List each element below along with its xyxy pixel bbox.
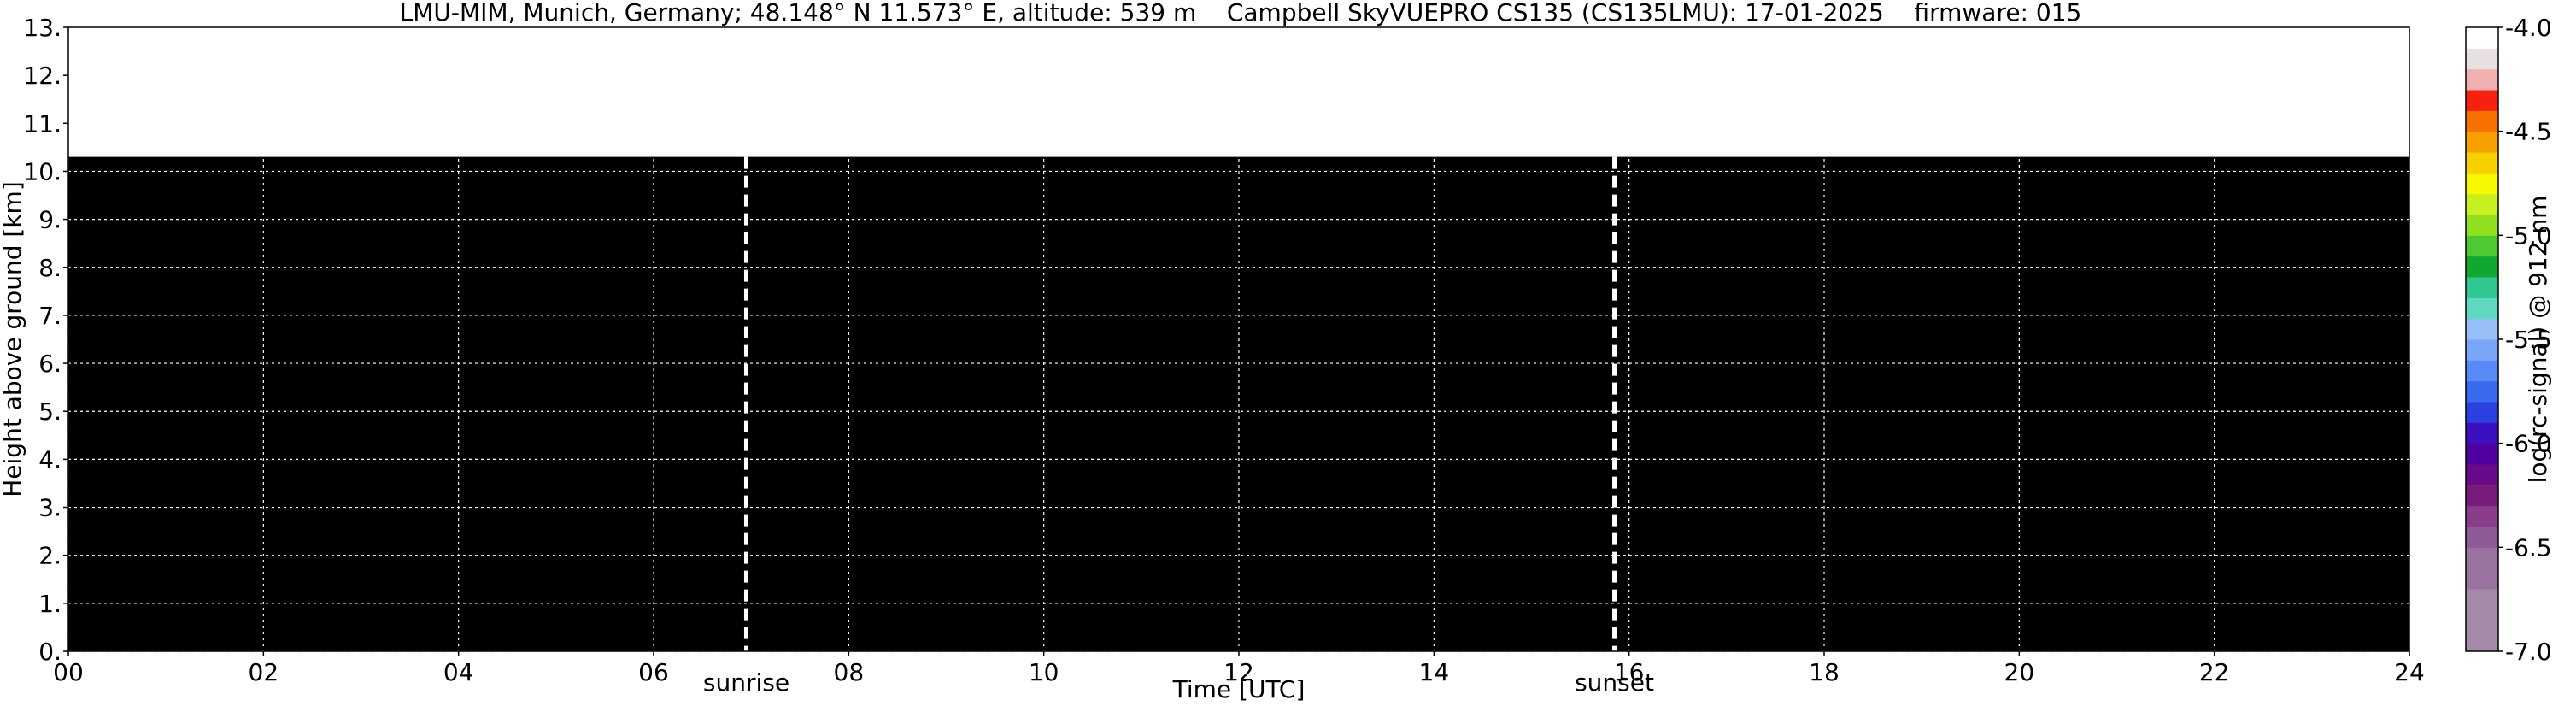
- event-markers: [743, 156, 1617, 651]
- colorbar-segment: [2466, 505, 2498, 527]
- y-tick-label: 12.: [23, 62, 62, 90]
- colorbar-segment: [2466, 380, 2498, 403]
- event-label-sunset: sunset: [1575, 668, 1654, 697]
- y-tick-label: 7.: [38, 302, 62, 330]
- colorbar-segment: [2466, 464, 2498, 485]
- colorbar-segment: [2466, 547, 2498, 569]
- colorbar-segment: [2466, 422, 2498, 444]
- colorbar-tick-label: -6.5: [2505, 533, 2552, 562]
- colorbar-segment: [2466, 609, 2498, 632]
- y-axis-ticks: 0. 1. 2. 3. 4. 5. 6. 7. 8. 9. 10. 11. 12. 13.: [23, 14, 68, 666]
- colorbar-segment: [2466, 630, 2498, 652]
- x-tick-label: 06: [638, 658, 669, 686]
- colorbar-segment: [2466, 68, 2498, 91]
- y-tick-label: 2.: [38, 542, 62, 570]
- colorbar-tick-label: -7.0: [2505, 638, 2552, 666]
- colorbar-segment: [2466, 110, 2498, 132]
- x-tick-label: 02: [249, 658, 279, 686]
- grid-lines: [67, 26, 2410, 652]
- x-tick-label: 22: [2199, 658, 2230, 686]
- y-tick-label: 5.: [38, 397, 62, 426]
- x-axis-label: Time [UTC]: [1172, 675, 1306, 703]
- heatmap-data-region: [68, 156, 2409, 652]
- x-tick-label: 20: [2004, 658, 2035, 686]
- x-tick-label: 04: [443, 658, 474, 686]
- y-tick-label: 10.: [23, 157, 62, 185]
- colorbar-segment: [2466, 90, 2498, 111]
- colorbar-segment: [2466, 568, 2498, 590]
- colorbar-segment: [2466, 256, 2498, 278]
- x-axis-ticks: 00 02 04 06 08 10 12 14 16 18 20 22 24: [53, 651, 2425, 686]
- colorbar-segment: [2466, 318, 2498, 340]
- x-tick-label: 24: [2394, 658, 2425, 686]
- y-tick-label: 4.: [38, 445, 62, 474]
- x-tick-label: 08: [834, 658, 865, 686]
- colorbar-segment: [2466, 277, 2498, 298]
- colorbar-segment: [2466, 589, 2498, 610]
- colorbar-ticks: -4.0 -4.5 -5.0 -5.5 -6.0 -6.5 -7.0: [2498, 14, 2552, 666]
- colorbar-segment: [2466, 27, 2498, 49]
- heatmap-cells: [68, 156, 2409, 652]
- colorbar-segment: [2466, 131, 2498, 153]
- colorbar-tick-label: -4.0: [2505, 14, 2552, 42]
- colorbar-tick-label: -6.0: [2505, 430, 2552, 458]
- x-tick-label: 16: [1614, 658, 1645, 686]
- y-tick-label: 3.: [38, 494, 62, 522]
- x-tick-label: 00: [53, 658, 84, 686]
- colorbar-segment: [2466, 339, 2498, 361]
- colorbar-tick-label: -5.5: [2505, 326, 2552, 354]
- colorbar-segment: [2466, 215, 2498, 236]
- colorbar-segment: [2466, 48, 2498, 70]
- colorbar-segment: [2466, 360, 2498, 382]
- y-tick-label: 6.: [38, 350, 62, 378]
- x-tick-label: 12: [1223, 658, 1254, 686]
- y-axis-label: Height above ground [km]: [0, 181, 26, 497]
- colorbar-segment: [2466, 443, 2498, 465]
- y-tick-label: 1.: [38, 590, 62, 618]
- x-tick-label: 18: [1809, 658, 1840, 686]
- colorbar-segment: [2466, 527, 2498, 548]
- x-tick-label: 10: [1029, 658, 1059, 686]
- y-tick-label: 11.: [23, 109, 62, 138]
- colorbar-segment: [2466, 235, 2498, 257]
- y-tick-label: 9.: [38, 206, 62, 234]
- y-tick-label: 13.: [23, 14, 62, 42]
- y-tick-label: 8.: [38, 254, 62, 282]
- colorbar-segment: [2466, 297, 2498, 320]
- colorbar-tick-label: -5.0: [2505, 221, 2552, 250]
- colorbar-label: log(rc-signal) @ 912 nm: [2524, 196, 2552, 484]
- y-tick-label: 0.: [38, 638, 62, 666]
- x-tick-label: 14: [1419, 658, 1450, 686]
- colorbar-segment: [2466, 485, 2498, 507]
- colorbar-tick-label: -4.5: [2505, 118, 2552, 146]
- colorbar-segment: [2466, 193, 2498, 215]
- event-label-sunrise: sunrise: [703, 668, 789, 697]
- plot-area: [67, 26, 2410, 652]
- chart-title: LMU-MIM, Munich, Germany; 48.148° N 11.5…: [400, 0, 2082, 26]
- colorbar-segment: [2466, 152, 2498, 174]
- colorbar-segment: [2466, 402, 2498, 423]
- colorbar: [2465, 26, 2499, 652]
- event-labels: sunrise sunset: [703, 668, 1654, 697]
- colorbar-segment: [2466, 173, 2498, 195]
